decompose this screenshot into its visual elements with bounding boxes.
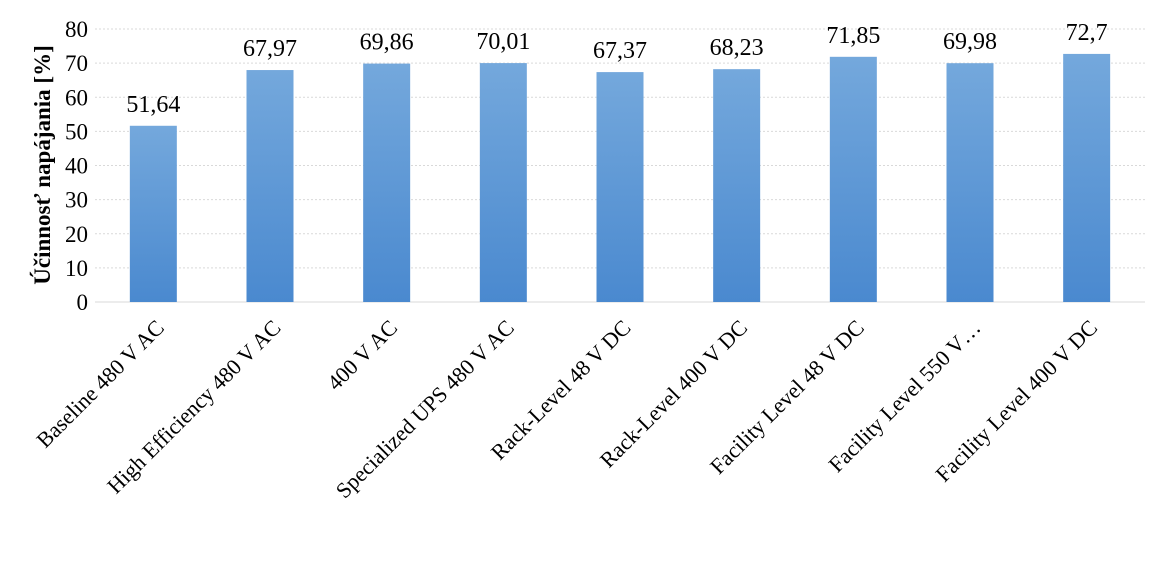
bar-data-label: 68,23	[710, 35, 764, 61]
bar-data-label: 69,98	[943, 29, 997, 55]
bar-data-label: 69,86	[360, 30, 414, 56]
y-tick-label: 70	[65, 51, 88, 76]
y-tick-label: 20	[65, 222, 88, 247]
bar-data-label: 72,7	[1066, 20, 1108, 46]
bar	[829, 56, 877, 302]
bar	[363, 63, 411, 302]
bar	[479, 63, 527, 302]
data-labels: 51,64 67,97 69,86 70,01 67,37 68,23 71,85 69,98…	[126, 20, 1107, 118]
y-tick-label: 10	[65, 256, 88, 281]
bar-data-label: 70,01	[476, 29, 530, 55]
bars	[129, 53, 1111, 303]
y-tick-label: 60	[65, 85, 88, 110]
bar	[1063, 53, 1111, 302]
bar	[713, 69, 761, 302]
bar	[246, 70, 294, 303]
y-axis-tick-labels: 0 10 20 30 40 50 60 70 80	[65, 17, 88, 315]
bar-data-label: 67,37	[593, 38, 647, 64]
y-axis-label: Účinnosť napájania [%]	[30, 45, 55, 284]
y-tick-label: 80	[65, 17, 88, 42]
y-tick-label: 50	[65, 119, 88, 144]
bar	[129, 125, 177, 302]
y-tick-label: 40	[65, 154, 88, 179]
y-tick-label: 30	[65, 188, 88, 213]
bar-data-label: 51,64	[126, 92, 180, 118]
x-tick-label: Baseline 480 V AC	[31, 315, 169, 453]
bar	[596, 72, 644, 302]
x-tick-label: 400 V AC	[322, 315, 402, 395]
bar-data-label: 67,97	[243, 36, 297, 62]
bar-data-label: 71,85	[826, 23, 880, 49]
bar	[946, 63, 994, 302]
y-tick-label: 0	[77, 290, 89, 315]
